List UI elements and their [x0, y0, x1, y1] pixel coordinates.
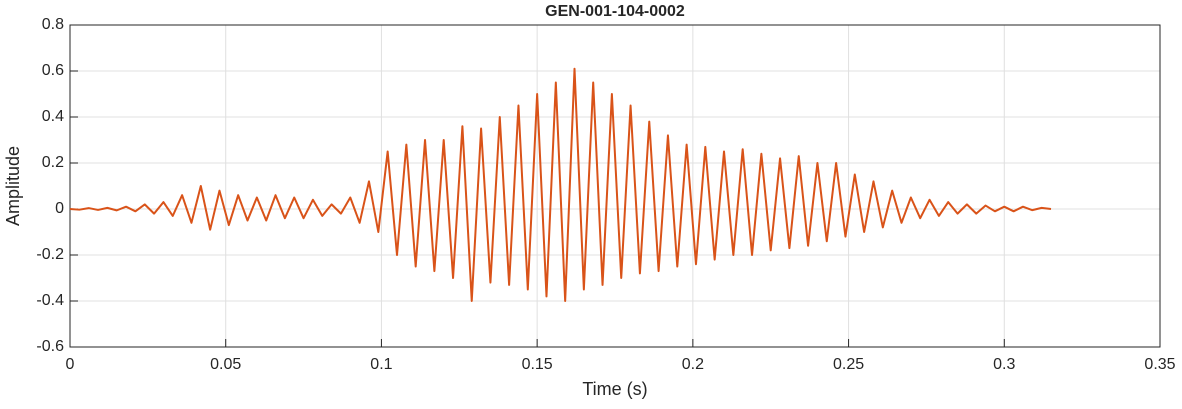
y-tick-label: 0.8	[42, 16, 64, 33]
y-tick-label: -0.6	[36, 338, 64, 355]
y-tick-label: 0.6	[42, 62, 64, 79]
x-tick-label: 0.15	[522, 356, 553, 373]
waveform-line	[69, 67, 1052, 302]
x-axis-label: Time (s)	[582, 379, 647, 399]
x-tick-label: 0.35	[1144, 356, 1175, 373]
y-tick-label: 0	[55, 200, 64, 217]
y-tick-label: -0.4	[36, 292, 64, 309]
x-tick-label: 0.05	[210, 356, 241, 373]
x-tick-label: 0.3	[993, 356, 1015, 373]
y-axis-label: Amplitude	[3, 146, 23, 226]
x-tick-label: 0	[66, 356, 75, 373]
y-tick-label: 0.2	[42, 154, 64, 171]
chart-title: GEN-001-104-0002	[545, 3, 685, 20]
y-tick-label: -0.2	[36, 246, 64, 263]
x-tick-label: 0.2	[682, 356, 704, 373]
plot-frame	[69, 24, 1161, 348]
x-tick-label: 0.25	[833, 356, 864, 373]
x-tick-label: 0.1	[370, 356, 392, 373]
y-tick-label: 0.4	[42, 108, 64, 125]
